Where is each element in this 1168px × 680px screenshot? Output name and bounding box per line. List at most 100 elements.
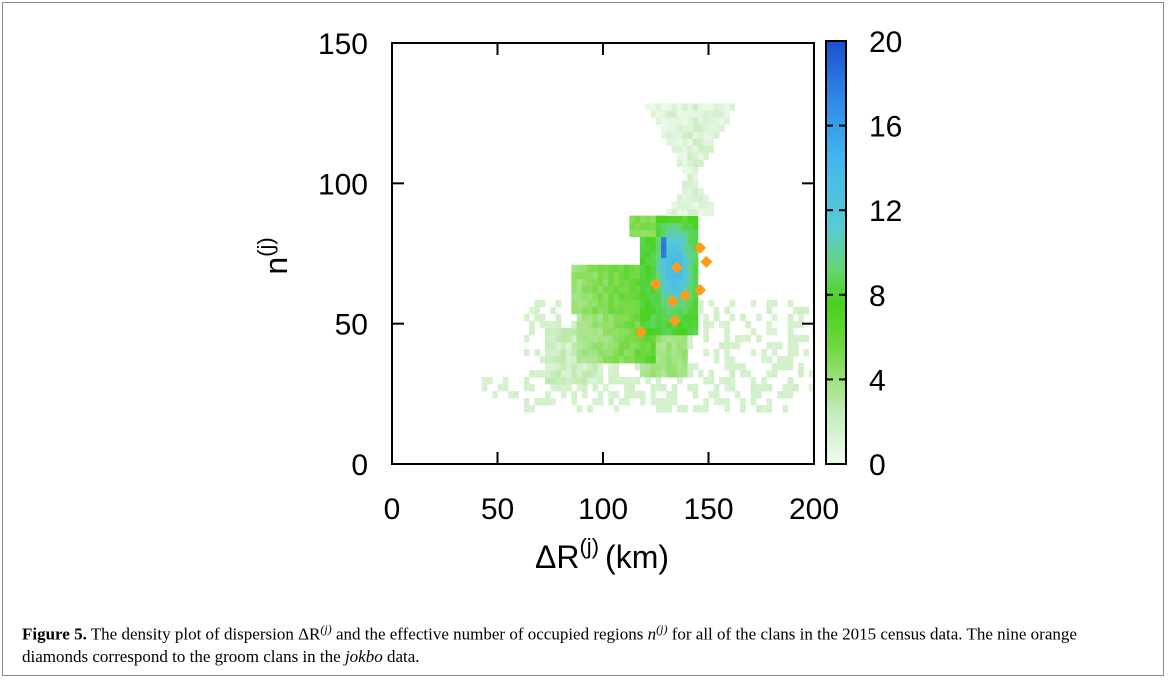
heatmap-cell xyxy=(676,355,683,364)
heatmap-cell xyxy=(666,391,672,399)
heatmap-cell xyxy=(639,341,646,350)
heatmap-cell xyxy=(697,306,704,315)
heatmap-cell xyxy=(645,376,651,385)
heatmap-cell xyxy=(650,341,657,350)
heatmap-cell xyxy=(787,391,794,399)
heatmap-cell xyxy=(703,145,709,153)
heatmap-cell xyxy=(581,391,588,399)
heatmap-cell xyxy=(703,208,709,217)
heatmap-cell xyxy=(629,320,636,329)
heatmap-cell xyxy=(603,348,609,357)
heatmap-cell xyxy=(682,257,688,266)
caption-var-2: n xyxy=(647,624,657,644)
heatmap-cell xyxy=(692,222,699,231)
heatmap-cell xyxy=(629,306,636,315)
heatmap-cell xyxy=(703,376,709,385)
heatmap-cell xyxy=(655,348,662,357)
heatmap-cell xyxy=(645,355,651,364)
heatmap-cell xyxy=(576,405,583,413)
heatmap-cell xyxy=(661,243,667,252)
heatmap-cell xyxy=(655,103,662,111)
heatmap-cell xyxy=(708,131,715,139)
heatmap-cell xyxy=(608,369,614,378)
heatmap-cell xyxy=(613,334,620,343)
heatmap-cell xyxy=(766,398,773,406)
heatmap-cell xyxy=(666,334,672,343)
heatmap-cell xyxy=(713,391,720,399)
heatmap-cell xyxy=(740,313,746,322)
heatmap-cell xyxy=(597,313,604,322)
heatmap-cell xyxy=(587,278,593,287)
heatmap-cell xyxy=(671,222,678,231)
heatmap-cell xyxy=(666,117,672,125)
heatmap-cell xyxy=(697,201,704,209)
heatmap-cell xyxy=(645,250,651,259)
heatmap-cell xyxy=(624,334,630,343)
heatmap-cell xyxy=(666,341,672,350)
heatmap-cell xyxy=(571,341,578,350)
heatmap-cell xyxy=(608,355,614,364)
heatmap-cell xyxy=(719,320,725,329)
heatmap-cell xyxy=(655,222,662,231)
heatmap-cell xyxy=(687,341,694,350)
heatmap-cell xyxy=(613,341,620,350)
heatmap-cell xyxy=(676,271,683,280)
heatmap-cell xyxy=(682,152,688,160)
x-tick-label: 50 xyxy=(481,493,514,526)
heatmap-cell xyxy=(687,117,694,125)
heatmap-cell xyxy=(587,306,593,315)
heatmap-cell xyxy=(676,243,683,252)
heatmap-cell xyxy=(687,299,694,308)
heatmap-cell xyxy=(697,124,704,132)
heatmap-cell xyxy=(650,110,657,118)
heatmap-cell xyxy=(544,334,551,343)
heatmap-cell xyxy=(571,334,578,343)
heatmap-cell xyxy=(597,334,604,343)
heatmap-cell xyxy=(655,313,662,322)
heatmap-cell xyxy=(661,264,667,273)
heatmap-cell xyxy=(629,222,636,231)
heatmap-cell xyxy=(576,292,583,301)
heatmap-cell xyxy=(597,320,604,329)
heatmap-cell xyxy=(618,264,625,273)
heatmap-cell xyxy=(787,362,794,371)
heatmap-cell xyxy=(750,384,757,392)
heatmap-cell xyxy=(671,145,678,153)
heatmap-cell xyxy=(597,306,604,315)
heatmap-cell xyxy=(803,306,810,315)
y-axis-title: n(j) xyxy=(253,237,294,274)
heatmap-cell xyxy=(666,362,672,371)
heatmap-cell xyxy=(566,348,572,357)
heatmap-cell xyxy=(666,278,672,287)
heatmap-cell xyxy=(661,131,667,139)
heatmap-cell xyxy=(603,292,609,301)
heatmap-cell xyxy=(676,229,683,238)
heatmap-cell xyxy=(787,320,794,329)
heatmap-cell xyxy=(608,376,614,385)
heatmap-cell xyxy=(650,327,657,336)
heatmap-cell xyxy=(671,355,678,364)
heatmap-cell xyxy=(661,299,667,308)
caption-text-1: The density plot of dispersion ΔR xyxy=(86,624,321,644)
heatmap-cell xyxy=(682,278,688,287)
heatmap-cell xyxy=(576,348,583,357)
heatmap-cell xyxy=(687,320,694,329)
heatmap-cell xyxy=(661,362,667,371)
heatmap-cell xyxy=(597,292,604,301)
heatmap-cell xyxy=(639,229,646,238)
heatmap-cell xyxy=(671,124,678,132)
heatmap-cell xyxy=(692,327,699,336)
heatmap-cell xyxy=(608,264,614,273)
heatmap-cell xyxy=(576,299,583,308)
heatmap-cell xyxy=(560,384,567,392)
heatmap-cell xyxy=(629,292,636,301)
heatmap-cell xyxy=(603,271,609,280)
heatmap-cell xyxy=(682,285,688,294)
heatmap-cell xyxy=(692,187,699,195)
heatmap-cell xyxy=(650,292,657,301)
heatmap-cell xyxy=(592,285,599,294)
y-tick-label: 0 xyxy=(351,449,368,482)
heatmap-cell xyxy=(608,362,614,371)
heatmap-cell xyxy=(597,398,604,406)
heatmap-cell xyxy=(798,369,804,378)
